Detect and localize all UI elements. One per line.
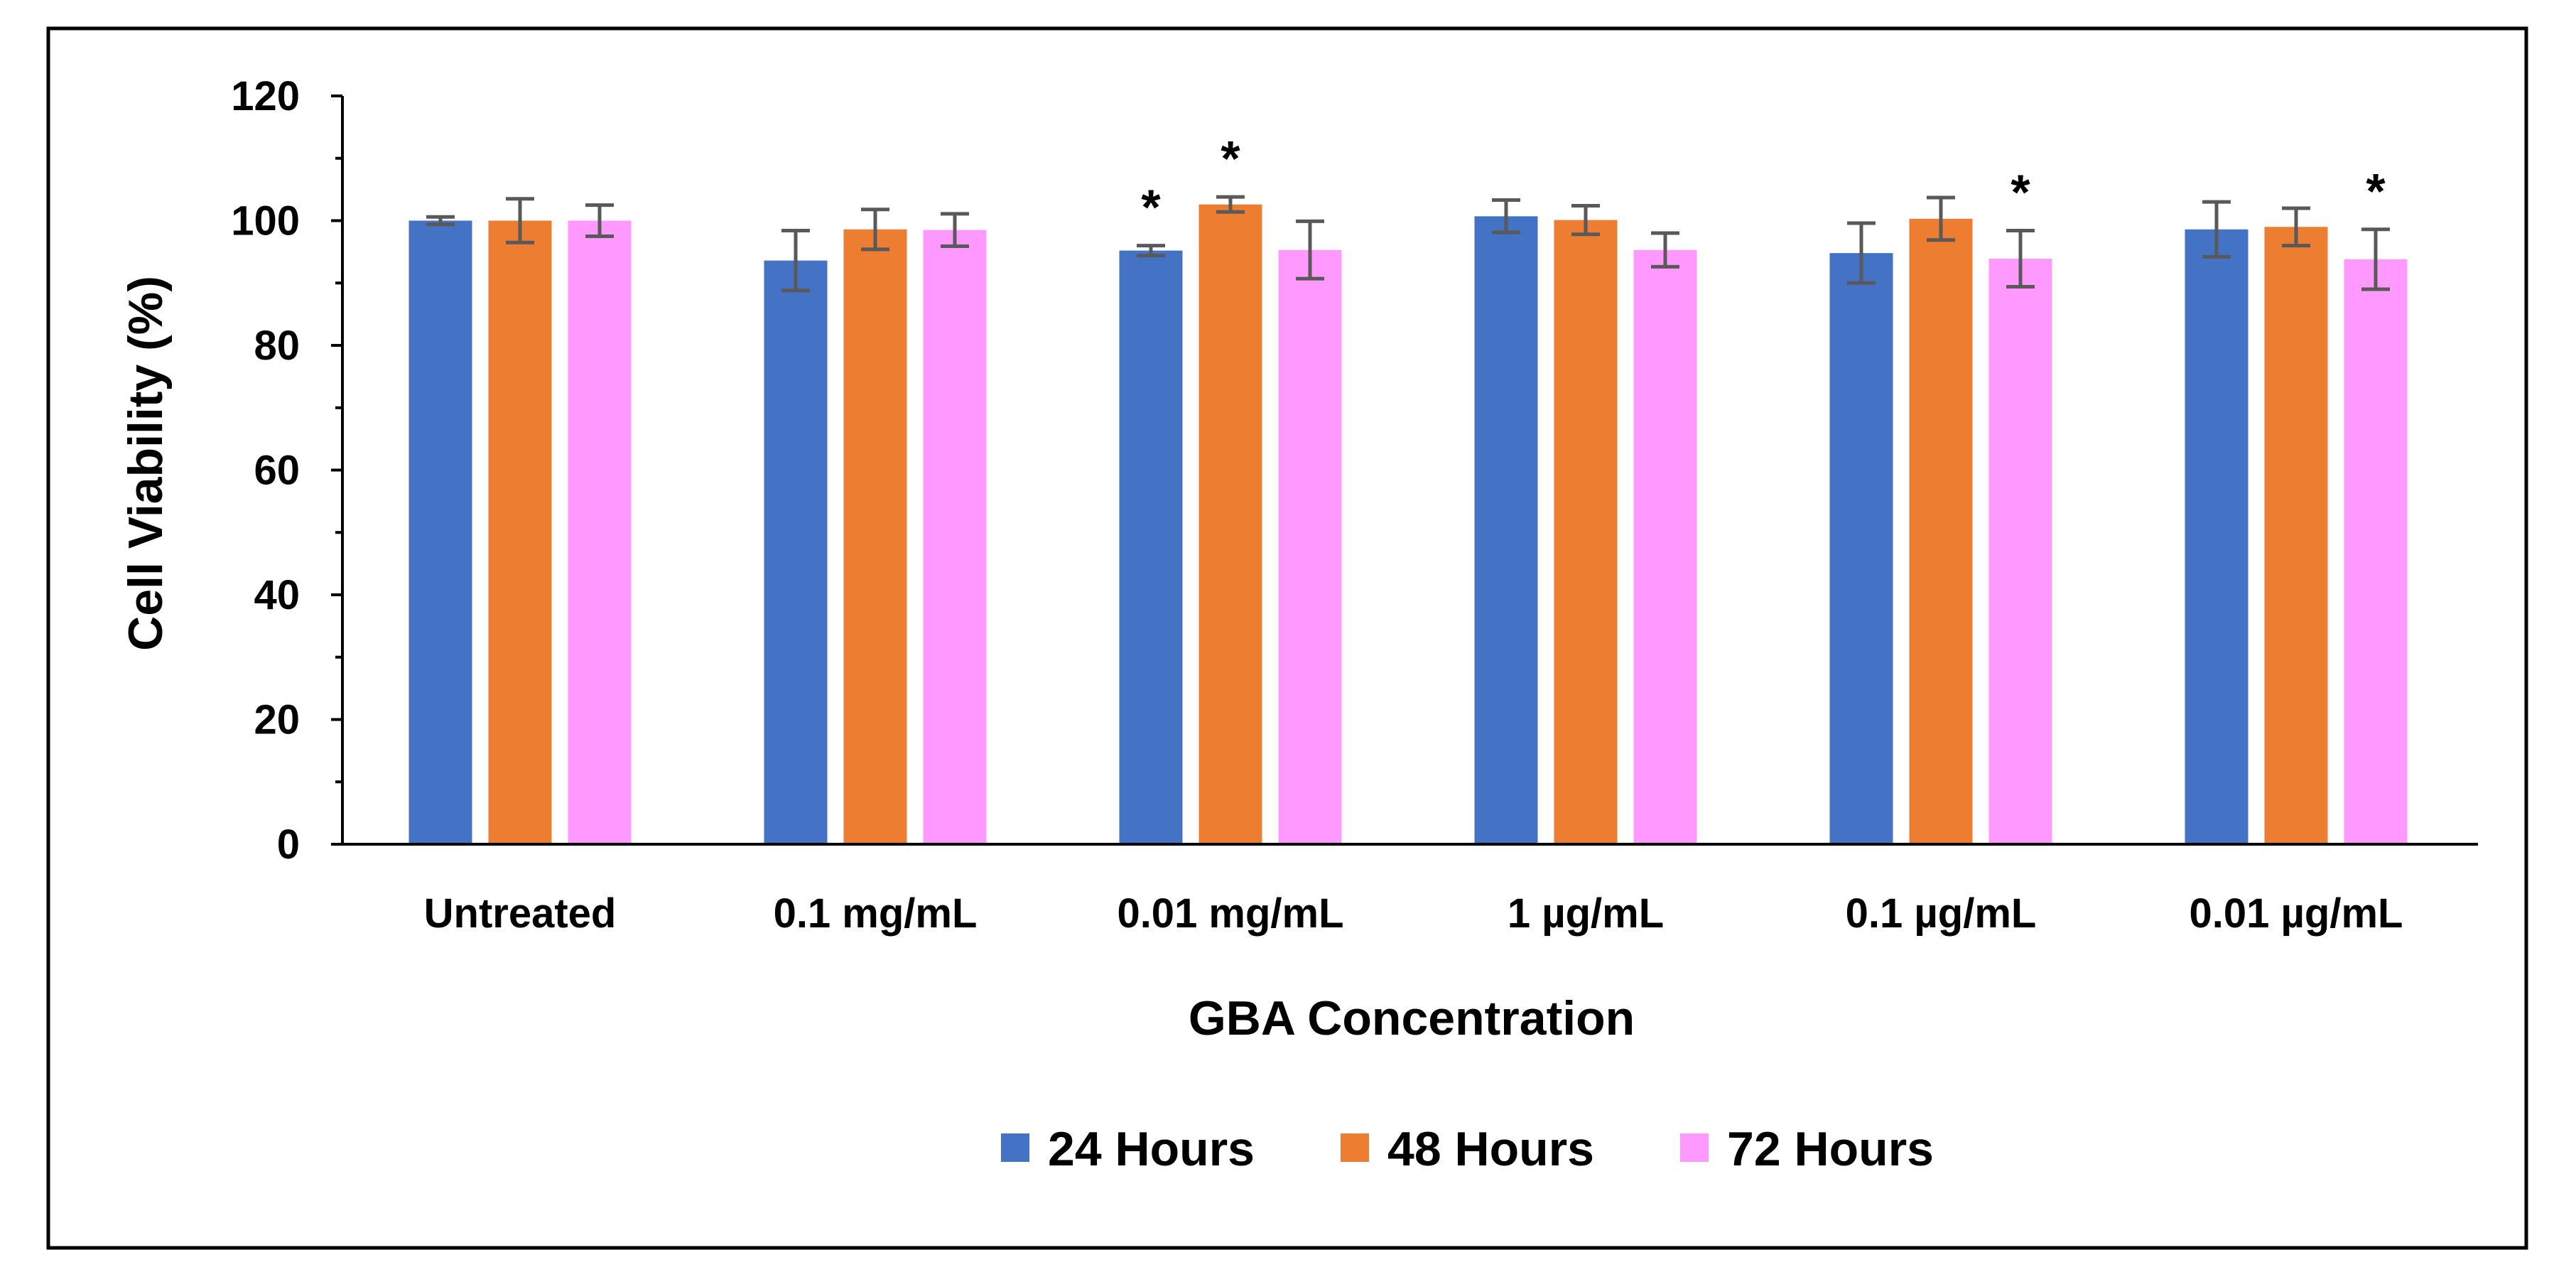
legend-label: 72 Hours bbox=[1727, 1122, 1934, 1176]
x-tick-label: 0.01 mg/mL bbox=[1117, 890, 1343, 937]
error-bar-24-hours-0-01-ug-ml bbox=[2202, 200, 2231, 259]
x-tick-label: 0.01 µg/mL bbox=[2190, 890, 2403, 937]
bars bbox=[408, 204, 2408, 845]
bar-72-hours-0-01-ug-ml bbox=[2344, 259, 2408, 844]
y-tick-label: 40 bbox=[254, 572, 300, 618]
y-tick-label: 0 bbox=[277, 821, 300, 868]
significance-mark: * bbox=[2366, 163, 2386, 219]
legend: 24 Hours 48 Hours 72 Hours bbox=[1001, 1122, 1934, 1176]
bar-72-hours-untreated bbox=[568, 220, 632, 844]
bar-24-hours-0-1-ug-ml bbox=[1829, 253, 1893, 844]
significance-marks: * * * * bbox=[1141, 131, 2386, 235]
error-bars bbox=[426, 195, 2390, 293]
error-bar-24-hours-untreated bbox=[426, 215, 455, 227]
bar-48-hours-0-01-ug-ml bbox=[2264, 227, 2328, 844]
legend-swatch bbox=[1341, 1133, 1369, 1162]
error-bar-48-hours-1-ug-ml bbox=[1571, 203, 1600, 237]
error-bar-72-hours-0-1-mg-ml bbox=[941, 212, 969, 248]
legend-item-24-hours: 24 Hours bbox=[1001, 1122, 1255, 1176]
x-tick-label: 0.1 mg/mL bbox=[774, 890, 978, 937]
bar-72-hours-0-1-mg-ml bbox=[923, 230, 987, 845]
x-axis-title: GBA Concentration bbox=[1189, 991, 1635, 1045]
error-bar-48-hours-0-1-mg-ml bbox=[861, 208, 889, 252]
error-bar-72-hours-0-01-mg-ml bbox=[1296, 219, 1324, 281]
y-tick-label: 60 bbox=[254, 448, 300, 494]
x-axis: Untreated 0.1 mg/mL 0.01 mg/mL 1 µg/mL 0.1 µ… bbox=[342, 843, 2478, 937]
legend-item-48-hours: 48 Hours bbox=[1341, 1122, 1594, 1176]
legend-item-72-hours: 72 Hours bbox=[1680, 1122, 1934, 1176]
legend-label: 24 Hours bbox=[1048, 1122, 1255, 1176]
error-bar-72-hours-untreated bbox=[585, 203, 614, 238]
bar-24-hours-0-01-mg-ml bbox=[1119, 250, 1183, 844]
error-bar-24-hours-0-1-mg-ml bbox=[781, 229, 810, 293]
bar-72-hours-0-1-ug-ml bbox=[1988, 259, 2052, 845]
y-tick-label: 80 bbox=[254, 323, 300, 369]
legend-label: 48 Hours bbox=[1387, 1122, 1594, 1176]
x-tick-label: 0.1 µg/mL bbox=[1846, 890, 2037, 937]
legend-swatch bbox=[1680, 1133, 1709, 1162]
error-bar-72-hours-0-01-ug-ml bbox=[2361, 227, 2390, 291]
error-bar-24-hours-0-01-mg-ml bbox=[1137, 244, 1165, 258]
error-bar-48-hours-0-01-mg-ml bbox=[1216, 195, 1245, 214]
y-axis: 0 20 40 60 80 100 120 bbox=[231, 73, 344, 868]
error-bar-24-hours-1-ug-ml bbox=[1492, 198, 1520, 235]
significance-mark: * bbox=[1221, 131, 1240, 186]
significance-mark: * bbox=[2011, 165, 2030, 220]
error-bar-72-hours-1-ug-ml bbox=[1651, 231, 1679, 269]
bar-48-hours-0-01-mg-ml bbox=[1198, 204, 1262, 844]
error-bar-72-hours-0-1-ug-ml bbox=[2006, 229, 2035, 289]
bar-48-hours-0-1-mg-ml bbox=[843, 229, 907, 844]
bar-48-hours-0-1-ug-ml bbox=[1909, 218, 1973, 844]
bar-24-hours-0-01-ug-ml bbox=[2185, 229, 2248, 844]
legend-swatch bbox=[1001, 1133, 1029, 1162]
error-bar-24-hours-0-1-ug-ml bbox=[1847, 221, 1876, 285]
error-bar-48-hours-0-1-ug-ml bbox=[1927, 195, 1955, 242]
bar-24-hours-0-1-mg-ml bbox=[764, 260, 828, 844]
bar-72-hours-0-01-mg-ml bbox=[1278, 249, 1342, 844]
error-bar-48-hours-untreated bbox=[506, 197, 534, 244]
bar-72-hours-1-ug-ml bbox=[1633, 249, 1697, 844]
bar-48-hours-untreated bbox=[488, 220, 552, 844]
error-bar-48-hours-0-01-ug-ml bbox=[2282, 206, 2310, 248]
y-axis-title: Cell Viability (%) bbox=[119, 276, 173, 651]
y-tick-label: 20 bbox=[254, 697, 300, 743]
bar-48-hours-1-ug-ml bbox=[1554, 220, 1618, 844]
x-tick-label: Untreated bbox=[424, 890, 617, 937]
y-tick-label: 100 bbox=[231, 198, 300, 244]
bar-24-hours-untreated bbox=[408, 220, 472, 844]
significance-mark: * bbox=[1141, 180, 1161, 235]
bar-24-hours-1-ug-ml bbox=[1474, 216, 1538, 844]
y-tick-label: 120 bbox=[231, 73, 300, 119]
x-tick-label: 1 µg/mL bbox=[1508, 890, 1664, 937]
